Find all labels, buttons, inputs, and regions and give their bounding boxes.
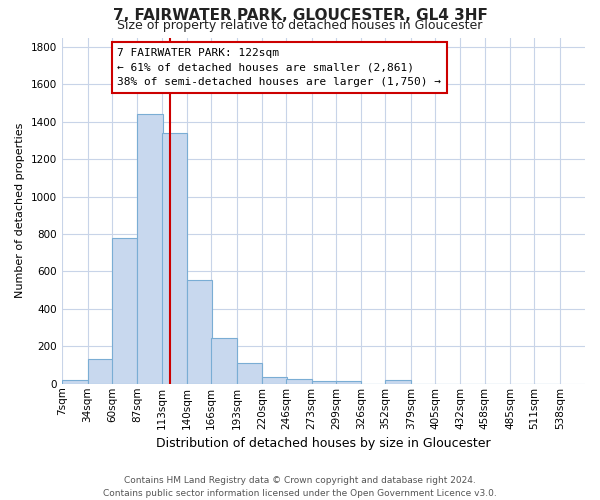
Bar [211, 338, 236, 384]
Bar [112, 238, 137, 384]
Bar [88, 360, 113, 384]
Bar [286, 379, 311, 384]
Bar [187, 280, 212, 384]
Y-axis label: Number of detached properties: Number of detached properties [15, 123, 25, 298]
Bar [311, 381, 337, 384]
Text: Size of property relative to detached houses in Gloucester: Size of property relative to detached ho… [118, 19, 482, 32]
X-axis label: Distribution of detached houses by size in Gloucester: Distribution of detached houses by size … [157, 437, 491, 450]
Bar [161, 133, 187, 384]
Bar [62, 380, 88, 384]
Text: Contains HM Land Registry data © Crown copyright and database right 2024.
Contai: Contains HM Land Registry data © Crown c… [103, 476, 497, 498]
Bar [385, 380, 411, 384]
Bar [137, 114, 163, 384]
Text: 7 FAIRWATER PARK: 122sqm
← 61% of detached houses are smaller (2,861)
38% of sem: 7 FAIRWATER PARK: 122sqm ← 61% of detach… [117, 48, 441, 88]
Bar [336, 381, 361, 384]
Bar [236, 363, 262, 384]
Text: 7, FAIRWATER PARK, GLOUCESTER, GL4 3HF: 7, FAIRWATER PARK, GLOUCESTER, GL4 3HF [113, 8, 487, 22]
Bar [262, 377, 287, 384]
